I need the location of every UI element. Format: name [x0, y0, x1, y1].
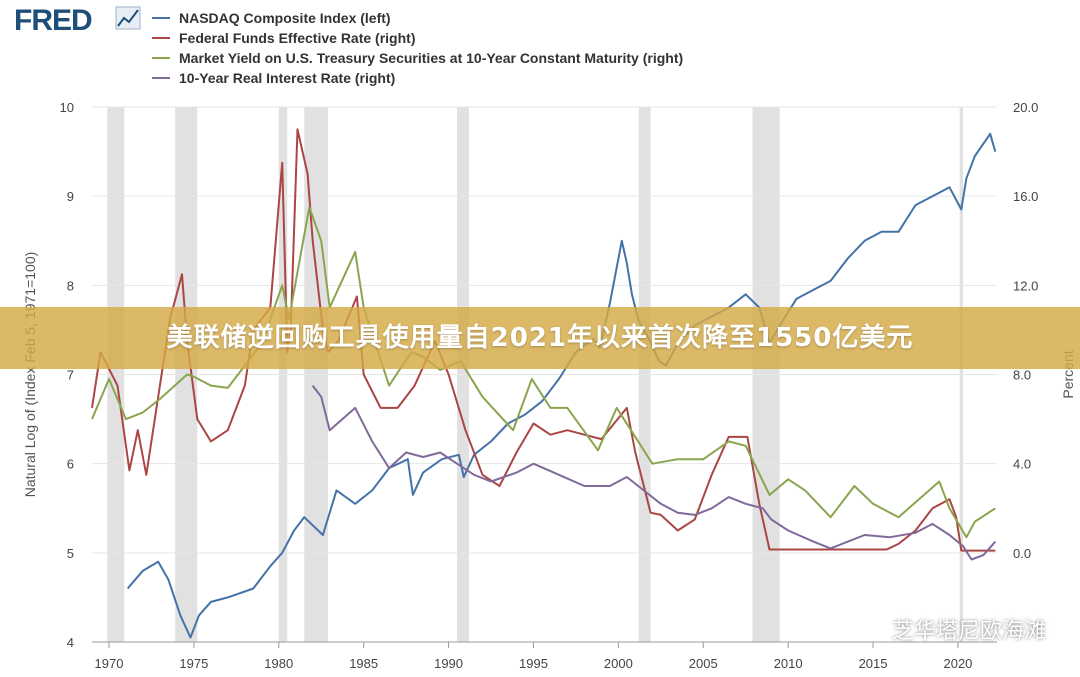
- y-right-tick-label: 12.0: [1013, 278, 1038, 293]
- x-tick-label: 1985: [349, 656, 378, 671]
- legend-label: 10-Year Real Interest Rate (right): [179, 70, 395, 86]
- y-left-tick-label: 6: [67, 457, 74, 472]
- legend-label: Market Yield on U.S. Treasury Securities…: [179, 50, 683, 66]
- x-tick-label: 2005: [689, 656, 718, 671]
- watermark-text: 芝华塔尼欧海滩: [891, 619, 1046, 644]
- series-line-4: [311, 384, 997, 561]
- y-right-tick-label: 0.0: [1013, 546, 1031, 561]
- x-tick-label: 2015: [859, 656, 888, 671]
- x-tick-label: 1975: [179, 656, 208, 671]
- x-tick-label: 1995: [519, 656, 548, 671]
- legend-label: Federal Funds Effective Rate (right): [179, 30, 415, 46]
- x-tick-label: 2000: [604, 656, 633, 671]
- line-chart-icon: [115, 6, 141, 30]
- x-tick-label: 1990: [434, 656, 463, 671]
- y-right-tick-label: 16.0: [1013, 189, 1038, 204]
- x-tick-label: 1980: [264, 656, 293, 671]
- x-tick-label: 2010: [774, 656, 803, 671]
- y-right-tick-label: 20.0: [1013, 100, 1038, 115]
- fred-logo[interactable]: FRED: [14, 4, 141, 37]
- y-left-tick-label: 7: [67, 368, 74, 383]
- headline-text: 美联储逆回购工具使用量自2021年以来首次降至1550亿美元: [166, 323, 914, 353]
- y-right-tick-label: 8.0: [1013, 368, 1031, 383]
- x-tick-label: 2020: [943, 656, 972, 671]
- y-left-tick-label: 4: [67, 635, 74, 650]
- y-right-tick-label: 4.0: [1013, 457, 1031, 472]
- y-left-tick-label: 8: [67, 278, 74, 293]
- y-left-tick-label: 5: [67, 546, 74, 561]
- wechat-icon: [851, 617, 882, 641]
- watermark: 芝华塔尼欧海滩: [850, 612, 1046, 646]
- headline-banner: [0, 307, 1080, 369]
- series-line-3: [91, 206, 996, 539]
- x-tick-label: 1970: [95, 656, 124, 671]
- y-left-axis-title: Natural Log of (Index Feb 5, 1971=100): [22, 252, 38, 498]
- legend-label: NASDAQ Composite Index (left): [179, 10, 391, 26]
- legend: NASDAQ Composite Index (left) Federal Fun…: [152, 10, 683, 86]
- y-left-tick-label: 9: [67, 189, 74, 204]
- fred-logo-text: FRED: [14, 4, 92, 37]
- y-left-tick-label: 10: [60, 100, 74, 115]
